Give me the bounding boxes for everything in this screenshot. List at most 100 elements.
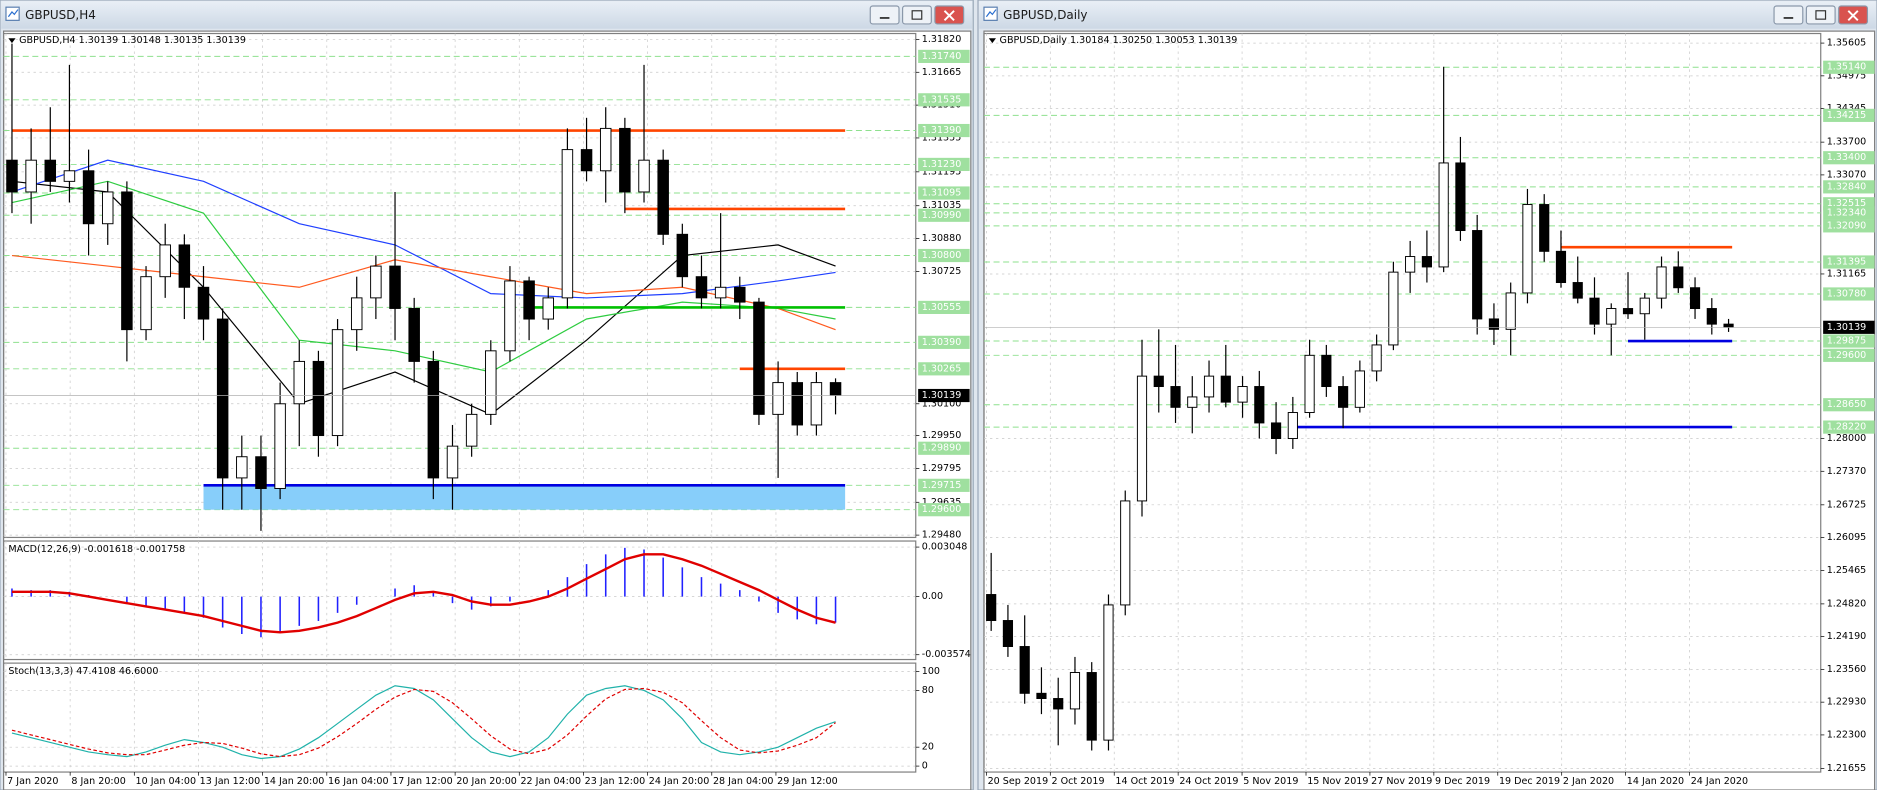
y-tick-label: 1.29950 — [922, 430, 962, 441]
candle-body — [1405, 256, 1416, 273]
time-label: 7 Jan 2020 — [7, 776, 58, 787]
candle-body — [1354, 370, 1365, 408]
y-tick-label: 1.29635 — [922, 497, 962, 508]
candle-body — [293, 360, 306, 405]
level-label: 1.29600 — [922, 504, 962, 515]
candle-body — [389, 265, 401, 309]
candle-body — [1589, 297, 1600, 325]
y-tick-label: 1.29480 — [922, 530, 962, 541]
time-label: 2 Jan 2020 — [1563, 776, 1614, 787]
candle-body — [485, 350, 497, 415]
candle-body — [1455, 162, 1466, 232]
window-icon — [5, 6, 20, 21]
candle-body — [1673, 266, 1684, 289]
chart-area — [983, 30, 1876, 790]
candle-body — [1606, 308, 1617, 325]
chart-window: GBPUSD,H41.318201.316651.315101.313551.3… — [0, 0, 974, 790]
level-label: 1.32840 — [1827, 181, 1867, 192]
level-label-box — [1823, 398, 1875, 412]
candle-body — [44, 159, 57, 182]
level-label: 1.30800 — [922, 250, 962, 261]
restore-icon — [911, 10, 923, 20]
level-label: 1.33400 — [1827, 152, 1867, 163]
time-label: 9 Dec 2019 — [1435, 776, 1490, 787]
candle-body — [25, 159, 37, 193]
candle-body — [1019, 646, 1030, 694]
y-tick-label: 80 — [922, 685, 934, 696]
level-label: 1.35140 — [1827, 62, 1867, 73]
level-label-box — [918, 186, 970, 200]
time-label: 5 Nov 2019 — [1243, 776, 1298, 787]
candle-body — [791, 382, 803, 426]
level-label: 1.29715 — [922, 480, 962, 491]
candle-body — [580, 149, 593, 172]
level-label: 1.30555 — [922, 302, 962, 313]
level-label-box — [1823, 287, 1875, 301]
time-label: 23 Jan 12:00 — [585, 776, 646, 787]
chart-info: GBPUSD,H4 1.30139 1.30148 1.30135 1.3013… — [19, 35, 246, 46]
level-label: 1.30780 — [1827, 288, 1867, 299]
candle-body — [197, 286, 210, 320]
y-tick-label: 1.33700 — [1827, 137, 1867, 148]
title-bar — [979, 1, 1876, 29]
current-price-label: 1.30139 — [1827, 322, 1867, 333]
level-label: 1.29875 — [1827, 336, 1867, 347]
candle-body — [121, 191, 133, 331]
stoch-label: Stoch(13,3,3) 47.4108 46.6000 — [8, 666, 158, 677]
level-label-box — [918, 478, 970, 492]
candle-body — [1304, 354, 1315, 414]
candle-body — [695, 276, 708, 299]
time-label: 17 Jan 12:00 — [392, 776, 453, 787]
candle-body — [1002, 620, 1014, 648]
candle-body — [1723, 323, 1734, 328]
level-label-box — [1823, 108, 1875, 122]
candle-body — [1120, 500, 1131, 606]
candle-body — [178, 244, 191, 288]
zone — [203, 485, 846, 510]
level-label-box — [918, 503, 970, 517]
moving-average — [11, 180, 836, 416]
candle-body — [1689, 287, 1701, 310]
level-label: 1.30990 — [922, 210, 962, 221]
level-label: 1.31740 — [922, 51, 962, 62]
macd-signal — [11, 553, 836, 634]
level-label: 1.28650 — [1827, 399, 1867, 410]
candle-body — [1421, 256, 1432, 268]
level-label-box — [1823, 60, 1875, 74]
level-label: 1.32515 — [1827, 198, 1867, 209]
candle-body — [734, 286, 746, 303]
level-label: 1.31535 — [922, 94, 962, 105]
minimize-button[interactable] — [1773, 5, 1804, 25]
window-icon — [983, 6, 998, 21]
candle-body — [1086, 672, 1097, 741]
moving-average — [11, 180, 836, 373]
level-label-box — [1823, 180, 1875, 194]
y-tick-label: 100 — [922, 666, 940, 677]
time-label: 22 Jan 04:00 — [520, 776, 581, 787]
candle-body — [772, 382, 784, 415]
level-label-box — [918, 362, 970, 376]
candle-body — [1220, 375, 1231, 403]
level-label-box — [918, 123, 970, 138]
candle-body — [1237, 386, 1248, 403]
time-label: 14 Jan 20:00 — [264, 776, 325, 787]
minimize-button[interactable] — [869, 5, 900, 25]
time-label: 13 Jan 12:00 — [200, 776, 261, 787]
level-label-box — [1823, 255, 1875, 269]
candle-body — [1338, 386, 1349, 408]
restore-button[interactable] — [1805, 5, 1836, 25]
level-label: 1.32340 — [1827, 207, 1867, 218]
restore-button[interactable] — [901, 5, 932, 25]
candle-body — [216, 318, 229, 479]
close-icon — [943, 10, 955, 22]
candle-body — [1488, 318, 1500, 330]
candle-body — [101, 191, 114, 225]
time-label: 19 Dec 2019 — [1499, 776, 1560, 787]
main-panel — [983, 32, 1822, 773]
candle-body — [599, 127, 612, 172]
candle-body — [63, 170, 76, 182]
info-arrow — [988, 38, 996, 44]
main-panel — [2, 32, 917, 539]
level-label: 1.31390 — [922, 125, 962, 136]
